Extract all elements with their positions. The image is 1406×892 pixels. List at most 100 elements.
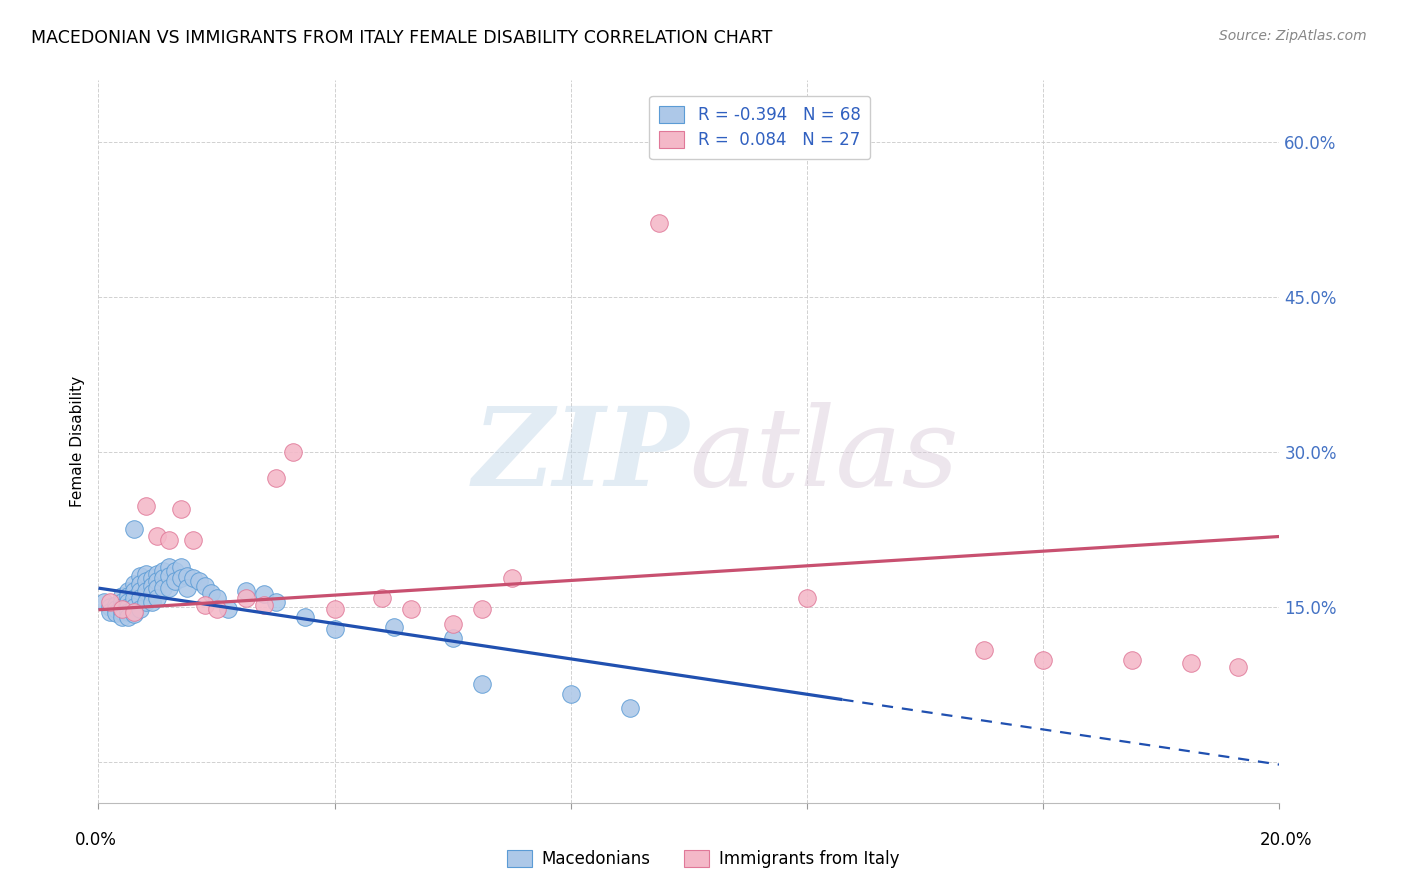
Point — [135, 499, 157, 513]
Text: 20.0%: 20.0% — [1260, 831, 1313, 849]
Point — [501, 571, 523, 585]
Point — [141, 594, 163, 608]
Point — [152, 571, 174, 585]
Point — [441, 617, 464, 632]
Point — [194, 598, 217, 612]
Point — [235, 591, 257, 606]
Point — [135, 566, 157, 581]
Point — [796, 591, 818, 606]
Point — [111, 599, 134, 614]
Point — [181, 533, 204, 547]
Point — [176, 581, 198, 595]
Point — [146, 581, 169, 595]
Point — [157, 533, 180, 547]
Point — [146, 529, 169, 543]
Point — [105, 598, 128, 612]
Point — [117, 605, 139, 619]
Point — [1121, 653, 1143, 667]
Point — [117, 610, 139, 624]
Point — [1227, 659, 1250, 673]
Point — [382, 620, 405, 634]
Point — [176, 568, 198, 582]
Point — [93, 594, 115, 608]
Point — [157, 560, 180, 574]
Point — [371, 591, 394, 606]
Point — [128, 577, 150, 591]
Point — [648, 216, 671, 230]
Point — [471, 601, 494, 615]
Point — [111, 590, 134, 604]
Point — [146, 591, 169, 606]
Point — [170, 560, 193, 574]
Point — [1032, 653, 1054, 667]
Point — [117, 599, 139, 614]
Point — [205, 601, 228, 615]
Point — [1180, 657, 1202, 671]
Point — [122, 591, 145, 606]
Legend: Macedonians, Immigrants from Italy: Macedonians, Immigrants from Italy — [501, 843, 905, 875]
Point — [165, 564, 187, 578]
Point — [117, 594, 139, 608]
Point — [135, 584, 157, 599]
Point — [98, 594, 121, 608]
Point — [105, 601, 128, 615]
Point — [98, 599, 121, 614]
Point — [181, 571, 204, 585]
Point — [253, 587, 276, 601]
Point — [122, 607, 145, 621]
Point — [141, 579, 163, 593]
Point — [135, 594, 157, 608]
Point — [117, 590, 139, 604]
Point — [146, 574, 169, 588]
Point — [323, 623, 346, 637]
Point — [194, 579, 217, 593]
Point — [165, 574, 187, 588]
Point — [152, 581, 174, 595]
Point — [253, 598, 276, 612]
Point — [170, 571, 193, 585]
Point — [141, 571, 163, 585]
Point — [560, 687, 582, 701]
Point — [122, 522, 145, 536]
Point — [170, 501, 193, 516]
Point — [105, 606, 128, 620]
Point — [122, 605, 145, 619]
Point — [117, 584, 139, 599]
Point — [619, 701, 641, 715]
Point — [128, 568, 150, 582]
Point — [217, 601, 239, 615]
Point — [128, 591, 150, 606]
Point — [401, 601, 423, 615]
Point — [128, 584, 150, 599]
Text: atlas: atlas — [689, 402, 959, 509]
Point — [157, 568, 180, 582]
Point — [141, 586, 163, 600]
Point — [973, 643, 995, 657]
Text: MACEDONIAN VS IMMIGRANTS FROM ITALY FEMALE DISABILITY CORRELATION CHART: MACEDONIAN VS IMMIGRANTS FROM ITALY FEMA… — [31, 29, 772, 46]
Point — [122, 599, 145, 614]
Point — [152, 564, 174, 578]
Point — [146, 566, 169, 581]
Y-axis label: Female Disability: Female Disability — [69, 376, 84, 508]
Text: ZIP: ZIP — [472, 402, 689, 509]
Point — [264, 471, 287, 485]
Point — [111, 601, 134, 615]
Point — [111, 610, 134, 624]
Legend: R = -0.394   N = 68, R =  0.084   N = 27: R = -0.394 N = 68, R = 0.084 N = 27 — [650, 95, 870, 159]
Point — [471, 677, 494, 691]
Point — [98, 605, 121, 619]
Point — [264, 594, 287, 608]
Point — [205, 591, 228, 606]
Point — [122, 577, 145, 591]
Point — [441, 631, 464, 645]
Point — [157, 581, 180, 595]
Point — [135, 574, 157, 588]
Point — [111, 594, 134, 608]
Text: Source: ZipAtlas.com: Source: ZipAtlas.com — [1219, 29, 1367, 43]
Point — [294, 610, 316, 624]
Point — [128, 601, 150, 615]
Point — [111, 605, 134, 619]
Point — [187, 574, 209, 588]
Point — [235, 584, 257, 599]
Point — [283, 445, 305, 459]
